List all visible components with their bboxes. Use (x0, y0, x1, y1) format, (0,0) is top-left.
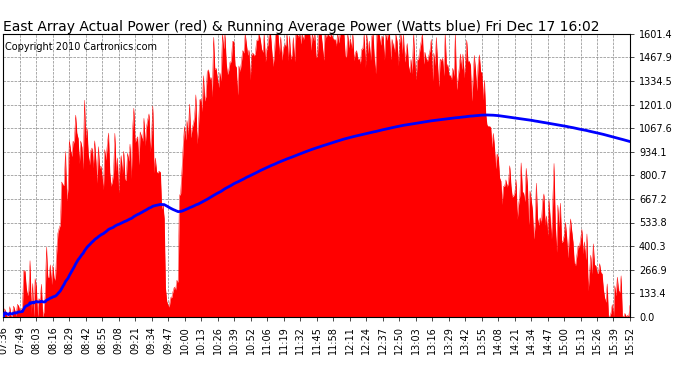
Text: East Array Actual Power (red) & Running Average Power (Watts blue) Fri Dec 17 16: East Array Actual Power (red) & Running … (3, 20, 600, 34)
Text: Copyright 2010 Cartronics.com: Copyright 2010 Cartronics.com (5, 42, 157, 52)
